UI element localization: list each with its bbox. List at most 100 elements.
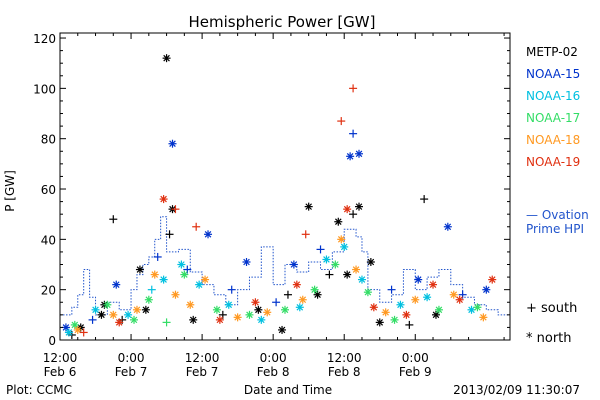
marker-stroke bbox=[151, 271, 159, 278]
data-point bbox=[363, 288, 372, 297]
data-point bbox=[349, 84, 358, 93]
footer-timestamp: 2013/02/09 11:30:07 bbox=[453, 383, 580, 397]
marker-stroke bbox=[367, 258, 375, 266]
marker-stroke bbox=[411, 296, 419, 304]
data-points bbox=[61, 54, 497, 339]
legend-entry: NOAA-15 bbox=[526, 67, 580, 81]
y-axis-label: P [GW] bbox=[3, 170, 17, 212]
data-point bbox=[162, 318, 171, 327]
data-point bbox=[331, 260, 340, 269]
data-point bbox=[189, 315, 198, 324]
data-point bbox=[162, 54, 171, 63]
marker-stroke bbox=[201, 276, 209, 283]
data-point bbox=[340, 242, 349, 251]
marker-stroke bbox=[98, 311, 105, 319]
data-point bbox=[295, 303, 304, 312]
marker-stroke bbox=[246, 311, 253, 319]
y-tick-label: 40 bbox=[41, 233, 56, 247]
marker-legend-entry: + south bbox=[526, 301, 577, 316]
marker-stroke bbox=[74, 326, 82, 334]
marker-stroke bbox=[305, 203, 312, 210]
marker-stroke bbox=[62, 324, 70, 331]
marker-stroke bbox=[358, 276, 366, 283]
data-point bbox=[316, 245, 325, 254]
marker-stroke bbox=[181, 271, 188, 278]
data-point bbox=[227, 285, 236, 294]
marker-stroke bbox=[352, 266, 360, 273]
x-tick-label-date: Feb 6 bbox=[44, 365, 77, 379]
data-point bbox=[91, 305, 100, 314]
marker-stroke bbox=[130, 316, 138, 324]
data-point bbox=[195, 280, 204, 289]
marker-stroke bbox=[160, 195, 167, 203]
data-point bbox=[387, 285, 396, 294]
x-tick-label-date: Feb 8 bbox=[328, 365, 361, 379]
y-tick-label: 120 bbox=[33, 32, 56, 46]
data-point bbox=[301, 230, 310, 239]
data-point bbox=[396, 300, 405, 309]
data-point bbox=[201, 275, 210, 284]
marker-stroke bbox=[334, 218, 342, 226]
data-point bbox=[168, 139, 177, 148]
marker-stroke bbox=[314, 291, 321, 299]
marker-stroke bbox=[450, 291, 458, 299]
footer-plot-source: Plot: CCMC bbox=[6, 383, 72, 397]
marker-stroke bbox=[216, 316, 224, 324]
data-point bbox=[109, 215, 118, 224]
data-point bbox=[97, 310, 106, 319]
data-point bbox=[467, 305, 476, 314]
marker-stroke bbox=[252, 298, 259, 306]
marker-stroke bbox=[204, 231, 212, 238]
data-point bbox=[124, 310, 133, 319]
data-point bbox=[375, 318, 384, 327]
marker-stroke bbox=[343, 205, 351, 213]
x-tick-label-time: 12:00 bbox=[327, 351, 362, 365]
data-point bbox=[165, 230, 174, 239]
data-point bbox=[455, 295, 464, 304]
data-point bbox=[479, 313, 488, 322]
marker-stroke bbox=[225, 301, 233, 309]
marker-stroke bbox=[376, 319, 384, 326]
marker-stroke bbox=[391, 316, 398, 324]
marker-stroke bbox=[483, 286, 490, 293]
marker-stroke bbox=[488, 276, 496, 283]
data-point bbox=[61, 323, 70, 332]
marker-stroke bbox=[423, 293, 431, 301]
data-point bbox=[278, 325, 287, 334]
data-point bbox=[337, 235, 346, 244]
data-point bbox=[322, 255, 331, 264]
marker-stroke bbox=[432, 311, 440, 319]
x-axis-label: Date and Time bbox=[244, 383, 332, 397]
marker-stroke bbox=[340, 243, 348, 251]
marker-stroke bbox=[332, 261, 339, 268]
x-tick-label-date: Feb 7 bbox=[186, 365, 219, 379]
data-point bbox=[423, 293, 432, 302]
marker-stroke bbox=[145, 296, 153, 304]
x-tick-label-date: Feb 8 bbox=[257, 365, 290, 379]
data-point bbox=[159, 275, 168, 284]
legend-entry: NOAA-17 bbox=[526, 111, 580, 125]
data-point bbox=[482, 285, 491, 294]
data-point bbox=[414, 275, 423, 284]
data-point bbox=[289, 260, 298, 269]
data-point bbox=[349, 129, 358, 138]
x-tick-label-time: 0:00 bbox=[402, 351, 429, 365]
data-point bbox=[325, 270, 334, 279]
marker-stroke bbox=[382, 309, 389, 316]
data-point bbox=[254, 305, 263, 314]
marker-stroke bbox=[299, 296, 307, 304]
y-tick-label: 60 bbox=[41, 183, 56, 197]
data-point bbox=[473, 303, 482, 312]
data-point bbox=[192, 222, 201, 231]
data-point bbox=[449, 290, 458, 299]
marker-stroke bbox=[337, 236, 345, 243]
data-point bbox=[204, 230, 213, 239]
marker-stroke bbox=[355, 150, 363, 158]
data-point bbox=[429, 280, 438, 289]
data-point bbox=[369, 303, 378, 312]
marker-stroke bbox=[429, 281, 437, 288]
marker-stroke bbox=[281, 306, 289, 314]
data-point bbox=[488, 275, 497, 284]
data-point bbox=[109, 310, 118, 319]
